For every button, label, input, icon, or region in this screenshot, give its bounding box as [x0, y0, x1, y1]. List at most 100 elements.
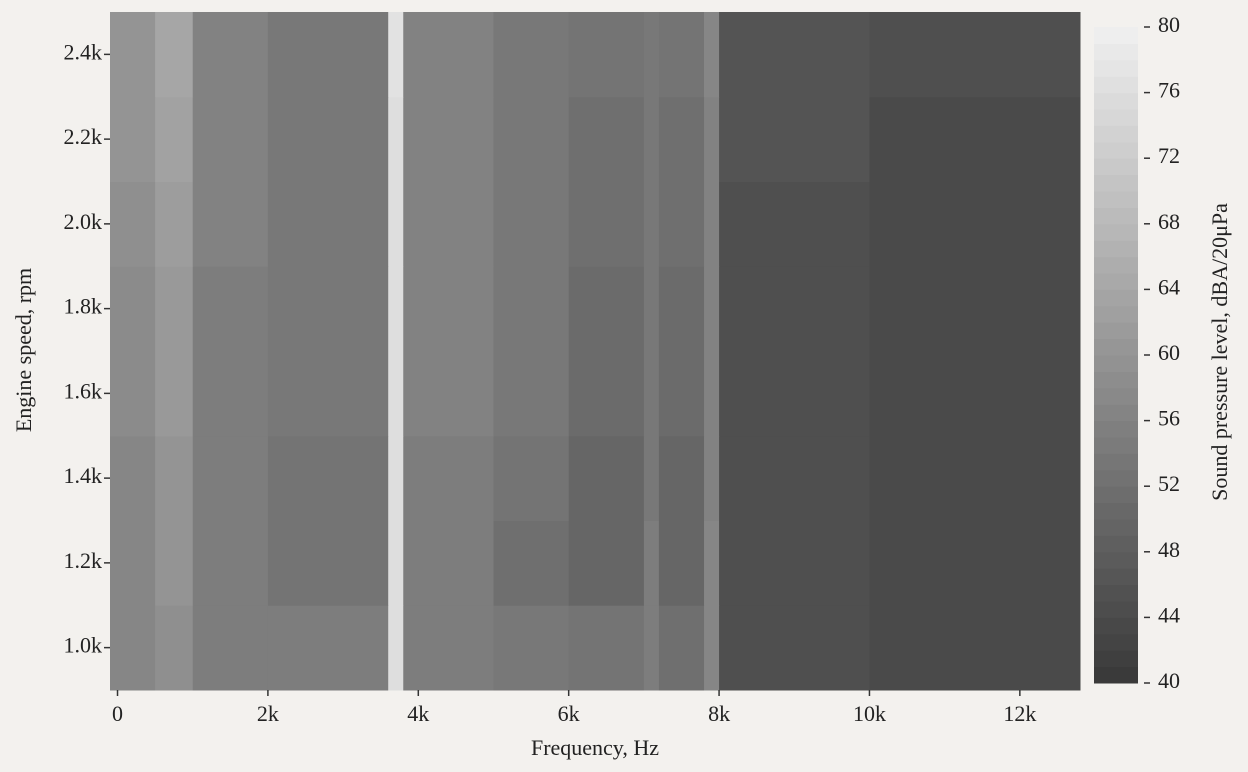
heatmap-cell: [192, 181, 269, 267]
heatmap-cell: [643, 266, 660, 352]
colorbar-swatch: [1094, 371, 1138, 389]
colorbar-swatch: [1094, 125, 1138, 143]
colorbar-swatch: [1094, 158, 1138, 176]
colorbar-swatch: [1094, 519, 1138, 536]
heatmap-cell: [388, 351, 404, 437]
heatmap-cell: [704, 520, 720, 606]
heatmap-cell: [869, 266, 1081, 352]
colorbar-swatch: [1094, 568, 1138, 586]
colorbar-swatch: [1094, 256, 1138, 274]
heatmap-cell: [110, 351, 156, 437]
heatmap-cell: [155, 181, 194, 267]
heatmap-cell: [568, 520, 645, 606]
heatmap-cell: [869, 605, 1081, 691]
heatmap-cell: [643, 96, 660, 182]
heatmap-cell: [155, 435, 194, 521]
x-tick-label: 0: [112, 701, 123, 726]
heatmap-cell: [658, 181, 705, 267]
heatmap-cell: [568, 605, 645, 691]
heatmap-cell: [388, 181, 404, 267]
heatmap-cell: [719, 181, 870, 267]
heatmap-cell: [643, 181, 660, 267]
colorbar-tick-label: 48: [1158, 537, 1180, 562]
heatmap-cell: [719, 266, 870, 352]
y-tick-label: 1.4k: [64, 463, 103, 488]
heatmap-cell: [267, 181, 389, 267]
x-tick-label: 2k: [257, 701, 279, 726]
colorbar-swatch: [1094, 355, 1138, 372]
colorbar-swatch: [1094, 404, 1138, 422]
colorbar-tick-label: 44: [1158, 602, 1180, 627]
y-axis-label: Engine speed, rpm: [11, 268, 36, 432]
heatmap-cell: [568, 181, 645, 267]
heatmap-cell: [403, 96, 494, 182]
colorbar-swatch: [1094, 387, 1138, 405]
heatmap-cell: [719, 12, 870, 98]
colorbar-swatch: [1094, 420, 1138, 438]
heatmap-cell: [493, 520, 570, 606]
heatmap-cell: [192, 12, 269, 98]
x-tick-label: 10k: [853, 701, 886, 726]
heatmap-cell: [192, 520, 269, 606]
heatmap-cell: [155, 96, 194, 182]
heatmap-cell: [110, 12, 156, 98]
heatmap-cell: [155, 12, 194, 98]
heatmap-cell: [493, 266, 570, 352]
heatmap-cell: [493, 435, 570, 521]
colorbar-swatch: [1094, 617, 1138, 635]
heatmap-cell: [658, 266, 705, 352]
heatmap-cell: [403, 266, 494, 352]
colorbar-tick-label: 64: [1158, 274, 1180, 299]
colorbar-swatch: [1094, 453, 1138, 471]
colorbar-tick-label: 60: [1158, 340, 1180, 365]
heatmap-cell: [192, 96, 269, 182]
x-tick-label: 8k: [708, 701, 730, 726]
colorbar-label: Sound pressure level, dBA/20μPa: [1207, 203, 1232, 501]
colorbar-swatch: [1094, 322, 1138, 340]
colorbar-swatch: [1094, 437, 1138, 454]
heatmap-cell: [643, 435, 660, 521]
heatmap-cell: [869, 181, 1081, 267]
y-tick-label: 1.0k: [64, 633, 103, 658]
colorbar-swatch: [1094, 551, 1138, 569]
colorbar-swatch: [1094, 92, 1138, 110]
colorbar-swatch: [1094, 289, 1138, 307]
colorbar-swatch: [1094, 666, 1138, 684]
colorbar-swatch: [1094, 207, 1138, 225]
colorbar-swatch: [1094, 305, 1138, 323]
heatmap-cell: [869, 96, 1081, 182]
heatmap-cell: [658, 96, 705, 182]
heatmap-cell: [403, 605, 494, 691]
colorbar-swatch: [1094, 59, 1138, 77]
colorbar-swatch: [1094, 109, 1138, 126]
colorbar-tick-label: 52: [1158, 471, 1180, 496]
heatmap-cell: [719, 96, 870, 182]
heatmap-cell: [568, 96, 645, 182]
heatmap-cell: [403, 351, 494, 437]
heatmap-cell: [719, 520, 870, 606]
heatmap-cell: [388, 266, 404, 352]
colorbar-swatch: [1094, 27, 1138, 44]
heatmap-cell: [388, 520, 404, 606]
colorbar-swatch: [1094, 141, 1138, 159]
heatmap-cell: [267, 435, 389, 521]
heatmap-cell: [568, 351, 645, 437]
heatmap-cell: [267, 12, 389, 98]
heatmap-cell: [388, 605, 404, 691]
heatmap-cell: [869, 435, 1081, 521]
y-tick-label: 2.0k: [64, 209, 103, 234]
heatmap-cell: [403, 435, 494, 521]
colorbar-swatch: [1094, 633, 1138, 651]
colorbar-tick-label: 40: [1158, 668, 1180, 693]
heatmap-cell: [493, 12, 570, 98]
colorbar-swatch: [1094, 174, 1138, 192]
heatmap-cell: [110, 96, 156, 182]
heatmap-cell: [869, 520, 1081, 606]
heatmap-cell: [192, 266, 269, 352]
heatmap-cell: [704, 266, 720, 352]
heatmap-cell: [568, 435, 645, 521]
heatmap-cell: [704, 605, 720, 691]
heatmap-cell: [658, 605, 705, 691]
colorbar-swatch: [1094, 273, 1138, 290]
heatmap-cell: [267, 351, 389, 437]
